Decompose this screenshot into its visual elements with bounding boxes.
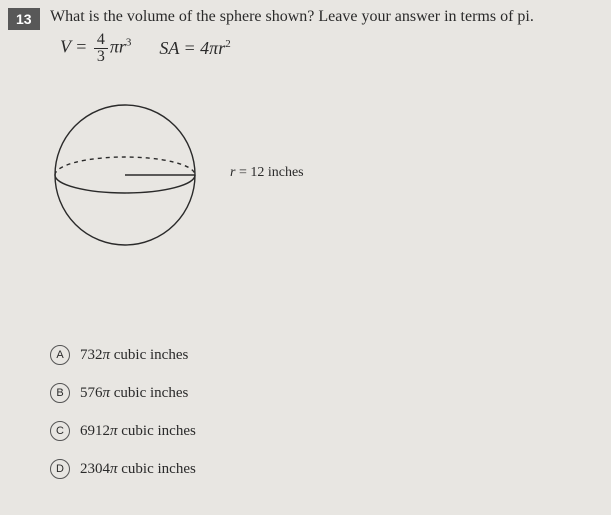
choice-letter: D xyxy=(50,459,70,479)
formula-row: V = 43πr3 SA = 4πr2 xyxy=(60,32,231,65)
fraction-num: 4 xyxy=(94,32,108,49)
volume-exp: 3 xyxy=(126,37,132,49)
choice-text: 2304π cubic inches xyxy=(80,461,196,478)
fraction-den: 3 xyxy=(94,49,108,65)
sa-lhs: SA = 4πr xyxy=(159,38,225,58)
radius-label: r = 12 inches xyxy=(230,165,304,181)
choice-text: 732π cubic inches xyxy=(80,347,188,364)
volume-formula: V = 43πr3 xyxy=(60,32,131,65)
sphere-diagram xyxy=(50,100,200,250)
sa-formula: SA = 4πr2 xyxy=(159,38,230,59)
choice-letter: C xyxy=(50,421,70,441)
volume-lhs: V = xyxy=(60,37,92,57)
choice-text: 576π cubic inches xyxy=(80,385,188,402)
volume-base: πr xyxy=(110,37,126,57)
choice-letter: A xyxy=(50,345,70,365)
equator-front xyxy=(55,175,195,193)
choice-b[interactable]: B 576π cubic inches xyxy=(50,383,196,403)
choice-text: 6912π cubic inches xyxy=(80,423,196,440)
question-number-badge: 13 xyxy=(8,8,40,30)
choice-d[interactable]: D 2304π cubic inches xyxy=(50,459,196,479)
answer-choices: A 732π cubic inches B 576π cubic inches … xyxy=(50,345,196,479)
equator-back xyxy=(55,157,195,175)
choice-letter: B xyxy=(50,383,70,403)
radius-value: = 12 inches xyxy=(235,165,303,180)
sa-exp: 2 xyxy=(225,38,231,50)
choice-c[interactable]: C 6912π cubic inches xyxy=(50,421,196,441)
choice-a[interactable]: A 732π cubic inches xyxy=(50,345,196,365)
fraction: 43 xyxy=(94,32,108,65)
question-text: What is the volume of the sphere shown? … xyxy=(50,8,534,26)
